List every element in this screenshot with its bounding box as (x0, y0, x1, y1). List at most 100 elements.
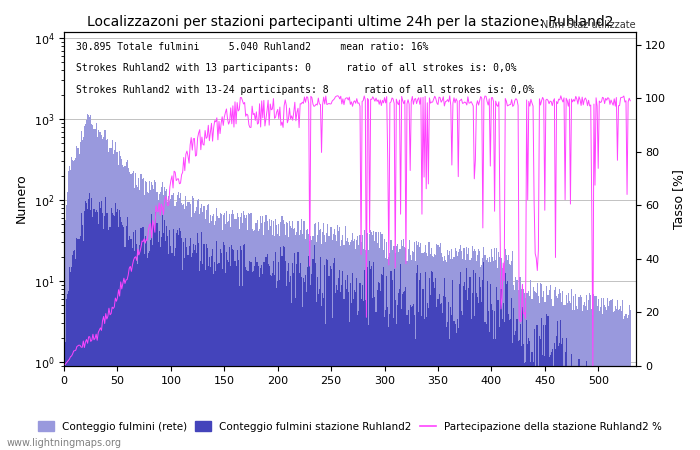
Bar (249, 261, 251, 450)
Bar (535, 292, 536, 450)
Bar (98, 130, 99, 450)
Bar (227, 221, 228, 450)
Bar (237, 213, 238, 450)
Bar (555, 287, 556, 450)
Bar (490, 284, 491, 450)
Bar (194, 250, 195, 450)
Bar (225, 224, 226, 450)
Bar (229, 214, 230, 450)
Bar (301, 277, 302, 450)
Bar (174, 248, 176, 450)
Bar (99, 132, 100, 450)
Bar (464, 282, 466, 450)
Bar (366, 303, 367, 450)
Bar (107, 213, 108, 450)
Bar (167, 236, 168, 450)
Bar (344, 280, 346, 450)
Bar (289, 221, 290, 450)
Bar (169, 201, 170, 450)
Bar (247, 271, 248, 450)
Bar (527, 293, 528, 450)
Bar (229, 247, 230, 450)
Bar (480, 267, 481, 450)
Bar (277, 234, 279, 450)
Bar (246, 270, 247, 450)
Bar (136, 244, 137, 450)
Bar (440, 303, 442, 450)
Bar (251, 230, 253, 450)
Bar (147, 258, 148, 450)
Bar (364, 270, 365, 450)
Bar (561, 302, 562, 450)
Bar (547, 316, 549, 450)
Bar (261, 266, 262, 450)
Bar (402, 294, 403, 450)
Bar (123, 227, 125, 450)
Bar (508, 255, 509, 450)
Bar (506, 255, 507, 450)
Bar (573, 296, 574, 450)
Bar (193, 198, 194, 450)
Bar (134, 251, 135, 450)
Bar (281, 256, 283, 450)
Bar (398, 293, 399, 450)
Bar (181, 203, 182, 450)
Bar (306, 230, 307, 450)
Bar (576, 306, 578, 450)
Bar (434, 254, 435, 450)
Bar (204, 219, 206, 450)
Bar (164, 187, 165, 450)
Bar (440, 253, 442, 450)
Bar (500, 258, 501, 450)
Bar (320, 257, 321, 450)
Bar (615, 401, 616, 450)
Bar (103, 138, 104, 450)
Bar (480, 287, 481, 450)
Bar (102, 213, 103, 450)
Bar (454, 324, 456, 450)
Bar (616, 390, 617, 450)
Bar (164, 220, 165, 450)
Bar (158, 200, 159, 450)
Bar (590, 391, 592, 450)
Bar (379, 283, 380, 450)
Bar (227, 260, 228, 450)
Bar (279, 280, 281, 450)
Bar (244, 215, 245, 450)
Bar (523, 289, 524, 450)
Bar (433, 257, 434, 450)
Bar (103, 229, 104, 450)
Bar (374, 241, 375, 450)
Bar (604, 306, 606, 450)
Bar (291, 303, 292, 450)
Bar (269, 219, 270, 450)
Bar (215, 220, 216, 450)
Bar (564, 305, 565, 450)
Text: Strokes Ruhland2 with 13-24 participants: 8      ratio of all strokes is: 0,0%: Strokes Ruhland2 with 13-24 participants… (76, 85, 534, 95)
Bar (285, 261, 286, 450)
Bar (120, 217, 121, 450)
Bar (68, 292, 69, 450)
Bar (528, 291, 529, 450)
Bar (501, 268, 503, 450)
Bar (293, 229, 294, 450)
Bar (545, 325, 547, 450)
Bar (517, 341, 519, 450)
Bar (87, 114, 88, 450)
Bar (272, 273, 273, 450)
Bar (291, 228, 292, 450)
Bar (120, 156, 121, 450)
Bar (326, 259, 328, 450)
Bar (375, 312, 377, 450)
Bar (190, 256, 192, 450)
Bar (186, 248, 188, 450)
Bar (461, 252, 462, 450)
Bar (107, 139, 108, 450)
Bar (136, 185, 137, 450)
Bar (608, 423, 610, 450)
Bar (477, 297, 478, 450)
Bar (100, 132, 101, 450)
Bar (603, 297, 604, 450)
Bar (452, 280, 454, 450)
Bar (148, 253, 149, 450)
